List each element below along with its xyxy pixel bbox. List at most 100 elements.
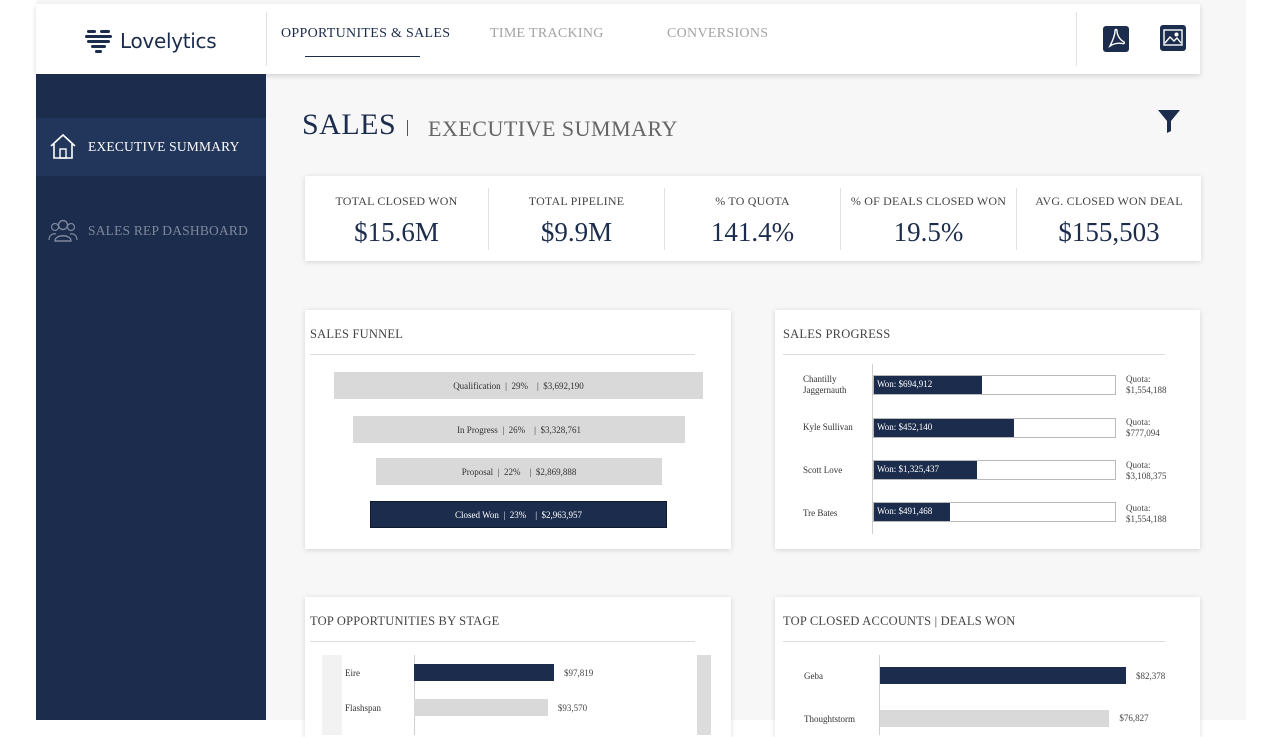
opportunity-name: Flashspan [345,703,381,713]
opportunity-bar[interactable] [414,699,548,716]
logo-text: Lovelytics [120,29,217,53]
progress-fill [874,376,982,394]
quota-label: Quota: $1,554,188 [1126,374,1167,395]
progress-bar-tre[interactable]: Won: $491,468 [873,502,1116,522]
top-closed-accounts-panel: TOP CLOSED ACCOUNTS | DEALS WON Geba $82… [775,597,1200,737]
funnel-stage-pct: 23% [509,509,527,520]
home-icon [50,133,76,159]
nav-divider [266,12,267,66]
panel-divider [783,354,1165,355]
nav-divider [1076,12,1077,66]
funnel-stage-in-progress[interactable]: In Progress | 26% | $3,328,761 [353,416,685,443]
progress-bar-scott[interactable]: Won: $1,325,437 [873,460,1116,480]
quota-label: Quota: $777,094 [1126,417,1160,438]
kpi-percent-to-quota: % TO QUOTA 141.4% [665,176,840,261]
progress-bar-kyle[interactable]: Won: $452,140 [873,418,1116,438]
page-title: SALES [302,108,397,141]
kpi-label: TOTAL PIPELINE [528,194,625,208]
funnel-stage-proposal[interactable]: Proposal | 22% | $2,869,888 [376,458,662,485]
progress-bar-chantilly[interactable]: Won: $694,912 [873,375,1116,395]
progress-fill [874,461,977,479]
logo[interactable]: Lovelytics [84,26,217,56]
opportunity-bar[interactable] [414,664,554,681]
kpi-value: $9.9M [540,217,613,247]
quota-label: Quota: $3,108,375 [1126,460,1167,481]
rep-name: Kyle Sullivan [803,422,853,432]
chart-axis [879,655,880,735]
kpi-summary-card: TOTAL CLOSED WON $15.6M TOTAL PIPELINE $… [305,176,1201,261]
sales-progress-panel: SALES PROGRESS Chantilly Jaggernauth Won… [775,310,1200,549]
kpi-label: AVG. CLOSED WON DEAL [1035,194,1183,208]
scrollbar[interactable] [697,655,711,735]
top-opportunities-panel: TOP OPPORTUNITIES BY STAGE Eire $97,819 … [305,597,731,737]
kpi-label: TOTAL CLOSED WON [335,194,458,208]
top-nav-bar: Lovelytics [36,4,1200,74]
funnel-stage-pct: 26% [508,424,526,435]
funnel-stage-amount: $2,963,957 [541,509,583,520]
panel-title: SALES FUNNEL [310,327,404,341]
funnel-stage-name: Closed Won [455,509,499,520]
sidebar-item-label: SALES REP DASHBOARD [88,223,249,238]
tab-time-tracking[interactable]: TIME TRACKING [490,26,604,41]
kpi-value: 141.4% [710,217,795,247]
account-bar[interactable] [880,710,1110,727]
tab-conversions[interactable]: CONVERSIONS [667,26,769,41]
filter-icon[interactable] [1156,108,1182,134]
kpi-total-pipeline: TOTAL PIPELINE $9.9M [489,176,664,261]
account-value: $76,827 [1119,713,1149,723]
kpi-avg-closed-won-deal: AVG. CLOSED WON DEAL $155,503 [1017,176,1201,261]
kpi-percent-deals-closed-won: % OF DEALS CLOSED WON 19.5% [841,176,1016,261]
image-icon[interactable] [1160,25,1186,51]
kpi-value: $155,503 [1058,217,1160,247]
kpi-label: % TO QUOTA [715,194,790,208]
chart-axis [414,655,415,735]
kpi-divider [1016,188,1017,250]
kpi-value: 19.5% [893,217,964,247]
kpi-total-closed-won: TOTAL CLOSED WON $15.6M [305,176,488,261]
kpi-value: $15.6M [354,217,439,247]
account-value: $82,378 [1136,671,1166,681]
funnel-stage-name: Proposal [461,466,494,477]
rep-name: Scott Love [803,465,843,475]
sidebar-item-sales-rep-dashboard[interactable]: SALES REP DASHBOARD [36,202,266,260]
funnel-stage-qualification[interactable]: Qualification | 29% | $3,692,190 [334,372,703,399]
title-divider [407,120,408,136]
funnel-stage-pct: 22% [504,466,521,477]
won-label: Won: $452,140 [877,422,933,432]
funnel-stage-amount: $3,328,761 [540,424,581,435]
active-tab-underline [305,56,420,57]
rep-name: Chantilly Jaggernauth [803,374,847,395]
opportunity-value: $97,819 [564,668,594,678]
funnel-stage-name: In Progress [457,424,498,435]
kpi-label: % OF DEALS CLOSED WON [850,194,1007,208]
funnel-stage-amount: $3,692,190 [543,380,584,391]
tab-opportunities-sales[interactable]: OPPORTUNITES & SALES [281,26,451,41]
users-icon [48,219,78,242]
funnel-stage-closed-won[interactable]: Closed Won | 23% | $2,963,957 [370,501,667,528]
kpi-divider [488,188,489,250]
account-name: Thoughtstorm [804,714,855,724]
won-label: Won: $491,468 [877,506,933,516]
panel-divider [310,641,695,642]
sidebar: EXECUTIVE SUMMARY SALES REP DASHBOARD [36,74,266,720]
funnel-stage-pct: 29% [511,380,528,391]
won-label: Won: $1,325,437 [877,464,940,474]
opportunity-name: Eire [345,668,360,678]
kpi-divider [840,188,841,250]
pdf-icon[interactable] [1103,26,1129,52]
panel-divider [783,641,1165,642]
sidebar-item-label: EXECUTIVE SUMMARY [88,139,240,154]
funnel-stage-name: Qualification [453,380,501,391]
sales-funnel-panel: SALES FUNNEL Qualification | 29% | $3,69… [305,310,731,549]
sidebar-item-executive-summary[interactable]: EXECUTIVE SUMMARY [36,118,266,176]
lovelytics-logo-icon [85,30,112,53]
chart-axis [872,364,873,534]
account-bar[interactable] [880,667,1126,684]
rep-name: Tre Bates [803,508,838,518]
page-subtitle: EXECUTIVE SUMMARY [428,116,678,141]
panel-title: TOP CLOSED ACCOUNTS | DEALS WON [783,614,1016,628]
opportunity-value: $93,570 [557,703,588,713]
progress-fill [874,503,951,521]
won-label: Won: $694,912 [877,379,933,389]
panel-divider [310,354,695,355]
